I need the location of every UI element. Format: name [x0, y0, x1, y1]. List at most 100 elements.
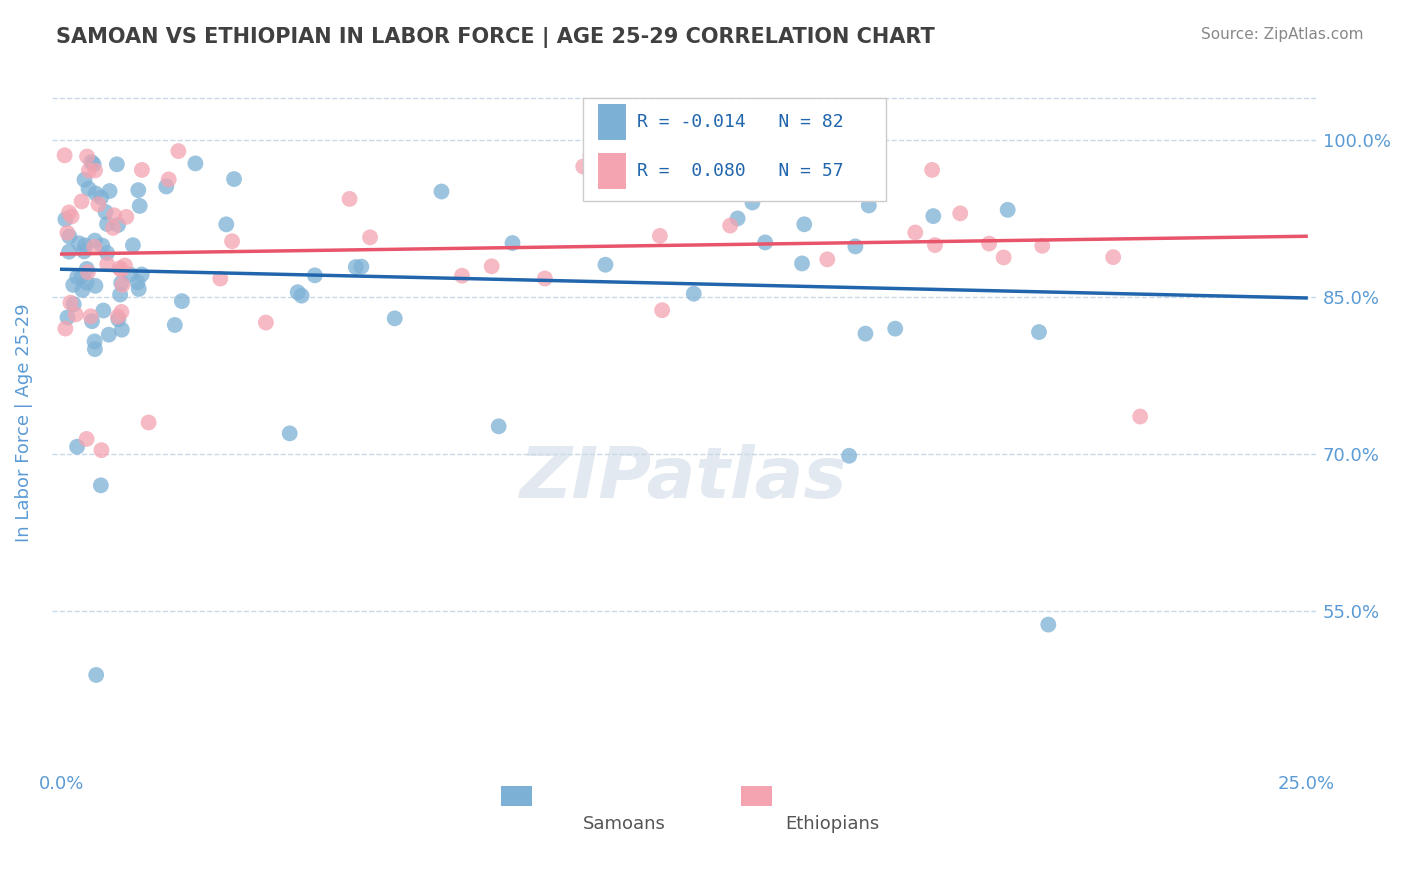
- Point: [131, 268, 153, 282]
- Point: [922, 209, 945, 223]
- Point: [451, 268, 474, 283]
- Point: [163, 318, 186, 332]
- Point: [127, 275, 149, 289]
- Point: [222, 172, 245, 186]
- Point: [56, 226, 79, 240]
- Point: [114, 259, 136, 273]
- Point: [793, 217, 815, 231]
- Point: [904, 226, 927, 240]
- Point: [76, 261, 98, 276]
- Point: [924, 238, 946, 252]
- Point: [53, 321, 76, 335]
- Point: [77, 265, 100, 279]
- Point: [105, 157, 128, 171]
- Point: [790, 256, 813, 270]
- Text: SAMOAN VS ETHIOPIAN IN LABOR FORCE | AGE 25-29 CORRELATION CHART: SAMOAN VS ETHIOPIAN IN LABOR FORCE | AGE…: [56, 27, 935, 48]
- Point: [90, 478, 112, 492]
- Point: [107, 310, 129, 324]
- Point: [832, 168, 855, 182]
- Point: [534, 271, 557, 285]
- Point: [1102, 250, 1125, 264]
- Point: [96, 217, 118, 231]
- Point: [73, 238, 96, 252]
- Bar: [501, 786, 533, 806]
- Point: [70, 194, 93, 209]
- Point: [290, 288, 312, 302]
- Point: [157, 172, 180, 186]
- Point: [60, 210, 83, 224]
- Point: [127, 183, 149, 197]
- Point: [595, 258, 617, 272]
- Point: [209, 271, 232, 285]
- Point: [1038, 617, 1060, 632]
- Point: [184, 156, 207, 170]
- Point: [73, 244, 96, 259]
- Text: Samoans: Samoans: [582, 814, 665, 833]
- Point: [278, 426, 301, 441]
- Point: [128, 199, 150, 213]
- Point: [67, 236, 90, 251]
- Point: [884, 321, 907, 335]
- Point: [844, 239, 866, 253]
- Point: [94, 205, 117, 219]
- Point: [858, 198, 880, 212]
- Point: [66, 440, 89, 454]
- Point: [111, 277, 134, 292]
- Point: [62, 277, 84, 292]
- Point: [579, 148, 602, 162]
- Point: [108, 261, 131, 276]
- Point: [741, 195, 763, 210]
- Point: [128, 282, 150, 296]
- Point: [72, 283, 94, 297]
- Point: [90, 443, 112, 458]
- Point: [84, 668, 107, 682]
- Text: Ethiopians: Ethiopians: [785, 814, 879, 833]
- Point: [997, 202, 1019, 217]
- Point: [120, 268, 142, 282]
- Point: [921, 162, 943, 177]
- Point: [101, 221, 124, 235]
- Point: [949, 206, 972, 220]
- Point: [287, 285, 309, 300]
- Point: [993, 251, 1015, 265]
- Point: [80, 314, 103, 328]
- Point: [58, 205, 80, 219]
- Bar: [741, 786, 772, 806]
- Point: [110, 263, 132, 277]
- Point: [1028, 325, 1050, 339]
- Point: [1129, 409, 1152, 424]
- Point: [344, 260, 367, 274]
- Point: [79, 310, 101, 324]
- Point: [796, 181, 818, 195]
- Point: [170, 294, 193, 309]
- Point: [648, 228, 671, 243]
- Point: [55, 212, 77, 227]
- Point: [97, 327, 120, 342]
- Point: [762, 175, 785, 189]
- Point: [122, 238, 145, 252]
- Point: [979, 236, 1001, 251]
- Point: [83, 234, 105, 248]
- Point: [98, 184, 121, 198]
- Point: [76, 432, 98, 446]
- Point: [221, 234, 243, 248]
- Point: [91, 303, 114, 318]
- Point: [430, 185, 453, 199]
- Point: [579, 165, 602, 179]
- Point: [87, 197, 110, 211]
- Point: [96, 257, 118, 271]
- Point: [502, 235, 524, 250]
- Point: [111, 323, 134, 337]
- Point: [83, 157, 105, 171]
- Point: [84, 163, 107, 178]
- Point: [481, 260, 503, 274]
- Point: [727, 211, 749, 226]
- Point: [155, 179, 177, 194]
- Point: [56, 310, 79, 325]
- Text: R =  0.080   N = 57: R = 0.080 N = 57: [637, 162, 844, 180]
- Point: [73, 172, 96, 186]
- Point: [83, 240, 105, 254]
- Point: [339, 192, 361, 206]
- Point: [1031, 239, 1053, 253]
- Point: [754, 235, 776, 250]
